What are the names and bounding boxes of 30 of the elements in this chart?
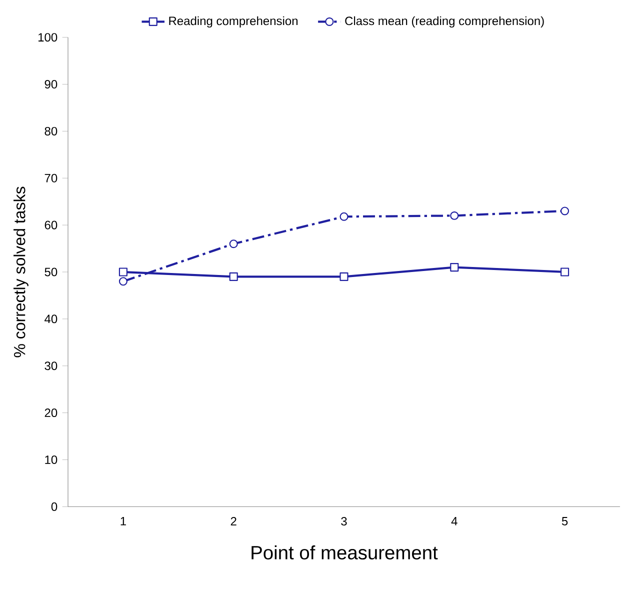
x-tick-label: 1 xyxy=(120,517,126,526)
y-tick-label: 60 xyxy=(44,220,58,230)
point xyxy=(560,206,570,216)
point xyxy=(340,212,348,221)
point xyxy=(450,263,459,272)
point xyxy=(450,211,459,220)
point xyxy=(229,240,238,248)
y-tick-label: 20 xyxy=(44,408,58,418)
y-tick-label: 50 xyxy=(44,268,58,276)
y-tick-label: 100 xyxy=(38,33,58,42)
x-tick-label: 2 xyxy=(230,517,236,526)
y-tick-label: 10 xyxy=(45,455,58,464)
point xyxy=(560,268,570,276)
y-tick-label: 70 xyxy=(44,174,58,182)
x-axis-title: Point of measurement xyxy=(252,545,438,560)
x-tick-label: 4 xyxy=(451,517,458,526)
y-tick-label: 0 xyxy=(51,502,58,511)
point xyxy=(340,272,348,281)
point xyxy=(118,268,128,276)
point xyxy=(229,272,238,281)
x-tick-label: 5 xyxy=(562,517,568,526)
legend-label: Reading comprehension xyxy=(169,16,298,28)
y-tick-label: 90 xyxy=(44,80,58,89)
x-tick-label: 3 xyxy=(341,517,347,526)
y-tick-label: 30 xyxy=(44,362,58,370)
y-axis-title: % correctly solved tasks xyxy=(14,186,28,358)
point xyxy=(118,277,128,286)
y-tick-label: 40 xyxy=(44,314,58,324)
y-tick-label: 80 xyxy=(44,126,58,136)
legend-label: Class mean (reading comprehension) xyxy=(345,16,544,28)
